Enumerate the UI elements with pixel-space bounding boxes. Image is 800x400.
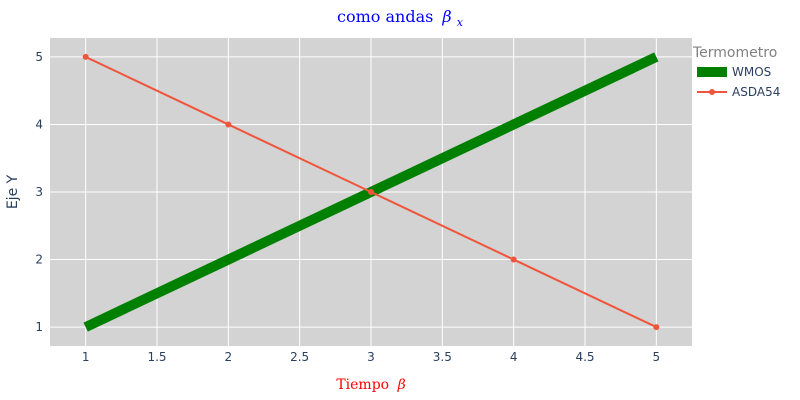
x-axis-title-math: β xyxy=(397,377,406,393)
x-tick-label: 3.5 xyxy=(433,350,452,364)
y-tick-label: 4 xyxy=(35,117,43,131)
series-point-asda54 xyxy=(225,121,232,128)
x-tick-label: 2 xyxy=(225,350,233,364)
x-tick-label: 2.5 xyxy=(290,350,309,364)
legend-label-wmos: WMOS xyxy=(732,65,771,79)
series-point-asda54 xyxy=(368,189,374,195)
x-tick-label: 4.5 xyxy=(575,350,594,364)
legend: Termometro WMOS ASDA54 xyxy=(692,45,780,99)
series-point-asda54 xyxy=(82,53,89,60)
chart-title-math: β xyxy=(441,7,451,26)
legend-title: Termometro xyxy=(692,45,777,61)
x-tick-label: 3 xyxy=(367,350,375,364)
y-tick-label: 3 xyxy=(35,185,43,199)
x-axis-title-text: Tiempo xyxy=(336,377,389,393)
x-tick-label: 5 xyxy=(653,350,661,364)
y-tick-label: 1 xyxy=(35,320,43,334)
legend-label-asda54: ASDA54 xyxy=(732,85,780,99)
x-tick-label: 4 xyxy=(510,350,518,364)
chart-title-math-sub: x xyxy=(457,16,464,29)
legend-marker-asda54 xyxy=(709,89,715,95)
y-tick-label: 5 xyxy=(35,50,43,64)
x-tick-label: 1 xyxy=(82,350,90,364)
y-axis-title: Eje Y xyxy=(5,174,21,209)
x-axis-ticks: 1 1.5 2 2.5 3 3.5 4 4.5 5 xyxy=(82,350,660,364)
chart-title: como andas β x xyxy=(337,7,464,29)
x-axis-title: Tiempo β xyxy=(336,377,405,393)
series-layer xyxy=(82,52,660,332)
y-tick-label: 2 xyxy=(35,253,43,267)
series-point-asda54 xyxy=(653,324,660,331)
y-axis-ticks: 1 2 3 4 5 xyxy=(35,50,43,334)
chart-title-text: como andas xyxy=(337,7,433,26)
series-point-asda54 xyxy=(510,256,517,263)
legend-items: WMOS ASDA54 xyxy=(697,65,780,99)
x-tick-label: 1.5 xyxy=(147,350,166,364)
